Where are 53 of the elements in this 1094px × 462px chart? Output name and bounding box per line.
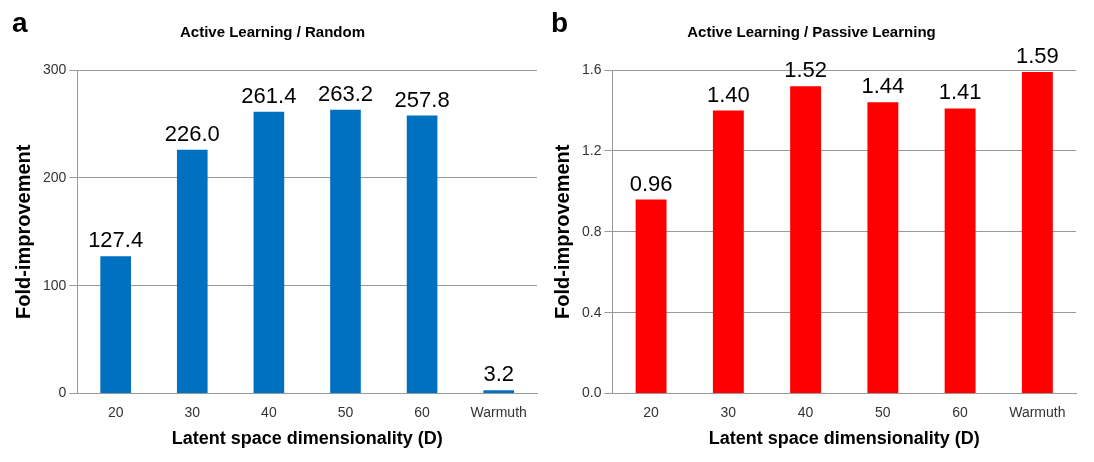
data-label: 1.59 bbox=[1015, 43, 1059, 69]
data-label: 127.4 bbox=[88, 227, 144, 253]
data-label: 257.8 bbox=[394, 86, 450, 112]
y-axis-title: Fold-improvement bbox=[550, 144, 573, 320]
y-tick-label: 200 bbox=[43, 168, 67, 185]
bar bbox=[635, 199, 667, 394]
y-tick-label: 0 bbox=[58, 384, 67, 401]
data-label: 3.2 bbox=[483, 361, 514, 387]
chart-title: Active Learning / Passive Learning bbox=[687, 23, 936, 41]
bar bbox=[253, 111, 285, 394]
x-tick-label: Warmuth bbox=[470, 403, 527, 420]
bar bbox=[176, 149, 208, 394]
x-axis-title: Latent space dimensionality (D) bbox=[171, 428, 443, 449]
x-tick-label: 40 bbox=[261, 403, 277, 420]
chart-title: Active Learning / Random bbox=[179, 23, 366, 41]
data-label: 1.44 bbox=[861, 73, 905, 99]
text: b bbox=[551, 6, 569, 38]
data-label: 1.52 bbox=[784, 57, 828, 83]
data-label: 1.40 bbox=[706, 81, 750, 107]
bar bbox=[1021, 72, 1053, 394]
x-tick-label: 50 bbox=[337, 403, 354, 420]
text: a bbox=[12, 6, 28, 38]
x-tick-label: 60 bbox=[414, 403, 431, 420]
bar bbox=[867, 102, 899, 394]
bar bbox=[483, 390, 515, 394]
data-label: 1.41 bbox=[938, 79, 982, 105]
y-tick-label: 100 bbox=[43, 276, 67, 293]
y-tick-label: 300 bbox=[43, 60, 67, 77]
data-label: 0.96 bbox=[629, 170, 673, 196]
x-tick-label: Warmuth bbox=[1009, 403, 1066, 420]
bar bbox=[406, 115, 438, 394]
y-tick-label: 0.4 bbox=[581, 303, 602, 320]
x-tick-label: 40 bbox=[797, 403, 814, 420]
x-tick-label: 50 bbox=[875, 403, 891, 420]
bar bbox=[100, 256, 131, 394]
y-tick-label: 0.8 bbox=[581, 222, 602, 239]
x-tick-label: 30 bbox=[184, 403, 201, 420]
x-tick-label: 60 bbox=[952, 403, 969, 420]
y-axis-title: Fold-improvement bbox=[11, 144, 34, 320]
bar bbox=[330, 109, 361, 394]
x-axis-title: Latent space dimensionality (D) bbox=[708, 428, 980, 449]
y-tick-label: 1.6 bbox=[581, 60, 602, 77]
data-label: 261.4 bbox=[241, 82, 297, 108]
x-tick-label: 20 bbox=[643, 403, 660, 420]
bar bbox=[944, 108, 976, 394]
x-tick-label: 30 bbox=[720, 403, 737, 420]
y-tick-label: 0.0 bbox=[581, 384, 602, 401]
bar bbox=[712, 110, 744, 394]
data-label: 263.2 bbox=[317, 80, 374, 106]
data-label: 226.0 bbox=[164, 120, 220, 146]
bar bbox=[790, 86, 822, 394]
y-tick-label: 1.2 bbox=[581, 141, 602, 158]
x-tick-label: 20 bbox=[107, 403, 124, 420]
